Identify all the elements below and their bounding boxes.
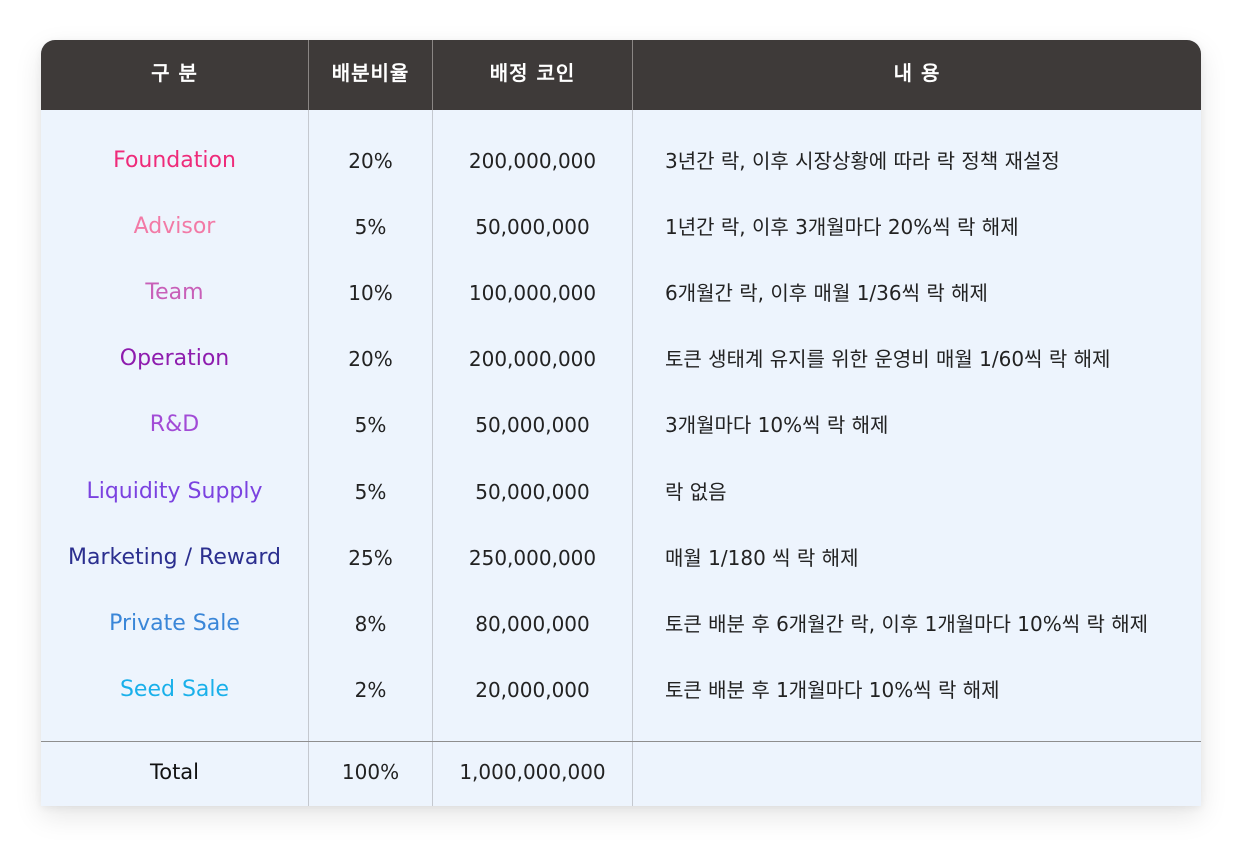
row-category: Seed Sale: [119, 677, 230, 702]
row-category: Liquidity Supply: [86, 479, 263, 504]
row-coins: 200,000,000: [468, 149, 597, 173]
table-row: Team 10% 100,000,000 6개월간 락, 이후 매월 1/36씩…: [41, 273, 1201, 313]
column-divider: [632, 110, 633, 806]
row-category: Team: [145, 280, 204, 305]
column-divider: [308, 40, 309, 110]
row-coins: 20,000,000: [475, 678, 590, 702]
header-coins: 배정 코인: [489, 61, 576, 85]
row-coins: 80,000,000: [475, 612, 590, 636]
row-category: Foundation: [113, 148, 236, 173]
column-divider: [308, 110, 309, 806]
total-row: Total 100% 1,000,000,000: [41, 752, 1201, 792]
allocation-table: 구 분 배분비율 배정 코인 내 용 Foundation 20% 200,00…: [41, 40, 1201, 806]
table-row: Advisor 5% 50,000,000 1년간 락, 이후 3개월마다 20…: [41, 207, 1201, 247]
row-content: 락 없음: [665, 480, 727, 504]
row-ratio: 5%: [354, 480, 387, 504]
header-ratio: 배분비율: [331, 61, 410, 85]
row-category: Private Sale: [109, 611, 240, 636]
row-content: 토큰 배분 후 6개월간 락, 이후 1개월마다 10%씩 락 해제: [665, 612, 1149, 636]
table-row: Marketing / Reward 25% 250,000,000 매월 1/…: [41, 538, 1201, 578]
row-ratio: 2%: [354, 678, 387, 702]
total-divider: [41, 741, 1201, 742]
table-row: R&D 5% 50,000,000 3개월마다 10%씩 락 해제: [41, 405, 1201, 445]
row-ratio: 5%: [354, 215, 387, 239]
table-row: Foundation 20% 200,000,000 3년간 락, 이후 시장상…: [41, 141, 1201, 181]
row-category: R&D: [149, 412, 200, 437]
row-category: Advisor: [133, 214, 216, 239]
total-content: [665, 752, 1201, 792]
row-ratio: 25%: [348, 546, 393, 570]
row-content: 3년간 락, 이후 시장상황에 따라 락 정책 재설정: [665, 149, 1060, 173]
table-header: 구 분 배분비율 배정 코인 내 용: [41, 40, 1201, 110]
row-content: 토큰 배분 후 1개월마다 10%씩 락 해제: [665, 678, 1000, 702]
table-row: Seed Sale 2% 20,000,000 토큰 배분 후 1개월마다 10…: [41, 670, 1201, 710]
row-ratio: 20%: [348, 149, 393, 173]
row-ratio: 10%: [348, 281, 393, 305]
row-category: Operation: [119, 346, 230, 371]
row-content: 6개월간 락, 이후 매월 1/36씩 락 해제: [665, 281, 988, 305]
table-row: Liquidity Supply 5% 50,000,000 락 없음: [41, 472, 1201, 512]
row-content: 토큰 생태계 유지를 위한 운영비 매월 1/60씩 락 해제: [665, 347, 1111, 371]
row-ratio: 5%: [354, 413, 387, 437]
row-coins: 200,000,000: [468, 347, 597, 371]
total-coins: 1,000,000,000: [459, 760, 606, 784]
row-category: Marketing / Reward: [68, 545, 281, 570]
row-content: 1년간 락, 이후 3개월마다 20%씩 락 해제: [665, 215, 1019, 239]
row-coins: 250,000,000: [468, 546, 597, 570]
column-divider: [432, 40, 433, 110]
header-category: 구 분: [151, 61, 198, 85]
total-label: Total: [149, 760, 200, 784]
row-coins: 50,000,000: [475, 480, 590, 504]
row-ratio: 8%: [354, 612, 387, 636]
header-content: 내 용: [893, 61, 941, 85]
table-row: Private Sale 8% 80,000,000 토큰 배분 후 6개월간 …: [41, 604, 1201, 644]
row-content: 매월 1/180 씩 락 해제: [665, 546, 859, 570]
row-coins: 50,000,000: [475, 215, 590, 239]
row-coins: 50,000,000: [475, 413, 590, 437]
row-content: 3개월마다 10%씩 락 해제: [665, 413, 889, 437]
row-ratio: 20%: [348, 347, 393, 371]
total-ratio: 100%: [341, 760, 400, 784]
row-coins: 100,000,000: [468, 281, 597, 305]
column-divider: [632, 40, 633, 110]
table-row: Operation 20% 200,000,000 토큰 생태계 유지를 위한 …: [41, 339, 1201, 379]
column-divider: [432, 110, 433, 806]
